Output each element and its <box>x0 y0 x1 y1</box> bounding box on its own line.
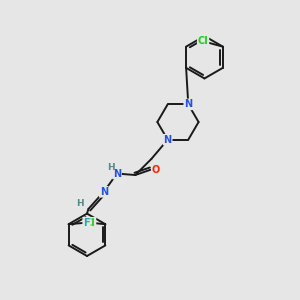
Text: N: N <box>164 135 172 145</box>
Text: H: H <box>76 199 84 208</box>
Text: Cl: Cl <box>198 36 208 46</box>
Text: F: F <box>83 218 90 228</box>
Text: N: N <box>100 187 108 197</box>
Text: N: N <box>113 169 121 178</box>
Text: N: N <box>184 99 192 110</box>
Text: Cl: Cl <box>85 218 95 228</box>
Text: O: O <box>152 165 160 175</box>
Text: H: H <box>107 163 114 172</box>
